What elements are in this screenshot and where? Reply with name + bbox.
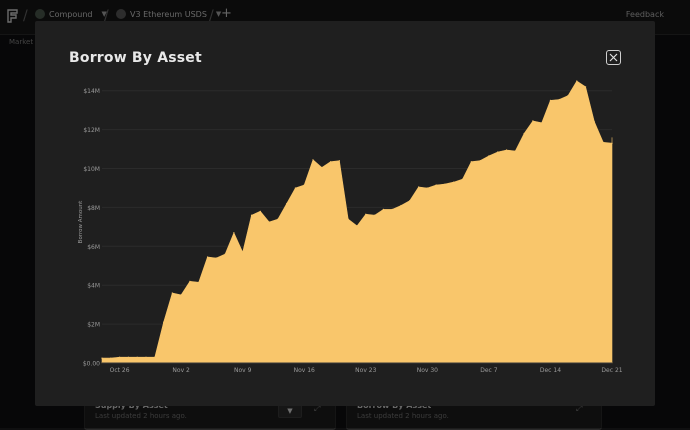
data-point: [470, 161, 472, 163]
x-tick-label: Oct 26: [110, 367, 130, 374]
data-point: [294, 187, 296, 189]
data-point: [171, 292, 173, 294]
data-point: [347, 218, 349, 220]
data-point: [558, 98, 560, 101]
data-point: [576, 80, 578, 82]
data-point: [250, 214, 253, 216]
data-point: [180, 294, 182, 296]
data-point: [330, 161, 332, 163]
data-point: [110, 357, 112, 359]
data-point: [312, 159, 314, 161]
y-tick-label: $8M: [87, 205, 100, 212]
data-point: [400, 204, 402, 207]
y-tick-label: $2M: [87, 322, 100, 329]
data-point: [611, 142, 613, 144]
data-point: [488, 155, 490, 157]
data-point: [189, 280, 191, 282]
y-tick-label: $0.00: [83, 361, 100, 368]
data-point: [585, 86, 587, 88]
data-point: [567, 95, 569, 97]
data-point: [514, 150, 516, 152]
x-tick-label: Nov 9: [234, 367, 252, 374]
data-point: [444, 183, 446, 185]
data-point: [435, 184, 437, 186]
modal-title: Borrow By Asset: [69, 50, 202, 66]
data-point: [321, 166, 323, 169]
borrow-area-series: [101, 80, 613, 364]
data-point: [505, 149, 508, 151]
data-point: [374, 214, 376, 216]
data-point: [303, 184, 305, 186]
data-point: [145, 356, 147, 358]
data-point: [602, 141, 604, 143]
data-point: [453, 181, 455, 183]
data-point: [523, 132, 525, 135]
y-tick-label: $4M: [87, 283, 100, 290]
y-axis-label: Borrow Amount: [78, 200, 84, 244]
data-point: [391, 208, 393, 210]
x-tick-label: Nov 23: [355, 367, 376, 374]
x-tick-label: Nov 16: [294, 367, 315, 374]
data-point: [286, 202, 288, 205]
x-tick-label: Nov 30: [417, 367, 438, 374]
data-point: [277, 218, 279, 220]
data-point: [479, 160, 481, 162]
close-icon: [609, 53, 618, 62]
data-point: [426, 187, 428, 189]
data-point: [119, 356, 121, 358]
data-point: [163, 321, 165, 323]
data-point: [532, 120, 534, 122]
data-point: [497, 151, 499, 153]
y-tick-label: $10M: [83, 166, 100, 173]
data-point: [382, 208, 384, 210]
data-point: [136, 356, 138, 358]
close-button[interactable]: [606, 50, 621, 65]
chart-modal: Borrow By Asset $0.00 $2M $4M $6M $8M $10M $12…: [35, 21, 655, 406]
x-tick-label: Dec 14: [540, 367, 561, 374]
data-point: [356, 225, 358, 227]
data-point: [198, 281, 200, 283]
data-point: [549, 99, 552, 101]
y-tick-label: $6M: [87, 244, 100, 251]
data-point: [409, 200, 411, 202]
data-point: [593, 121, 596, 123]
data-point: [224, 253, 226, 255]
x-tick-label: Nov 2: [172, 367, 190, 374]
data-point: [242, 251, 244, 253]
data-point: [259, 210, 261, 212]
data-point: [338, 160, 340, 162]
x-tick-label: Dec 21: [601, 367, 622, 374]
y-tick-label: $14M: [83, 88, 100, 95]
data-point: [461, 178, 464, 180]
data-point: [541, 122, 543, 124]
y-tick-label: $12M: [83, 127, 100, 134]
data-point: [154, 356, 156, 358]
x-tick-label: Dec 7: [480, 367, 498, 374]
data-point: [418, 186, 420, 188]
data-point: [233, 232, 235, 234]
data-point: [101, 357, 103, 359]
data-point: [127, 356, 129, 358]
borrow-area-chart: $0.00 $2M $4M $6M $8M $10M $12M $14M Oct 26 Nov 2…: [78, 80, 623, 374]
data-point: [206, 256, 209, 258]
data-point: [268, 221, 270, 223]
data-point: [365, 213, 367, 215]
data-point: [215, 257, 217, 259]
